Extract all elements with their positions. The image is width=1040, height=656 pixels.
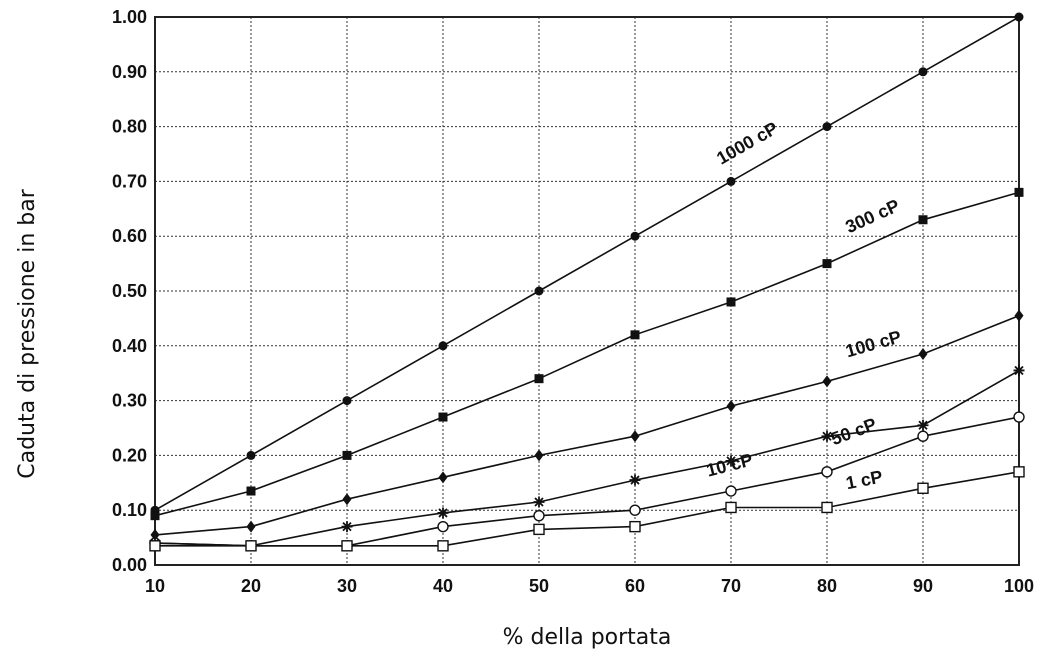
x-tick-label: 40 xyxy=(433,576,453,596)
data-point-1000-cp xyxy=(630,231,640,241)
y-tick-label: 0.90 xyxy=(112,62,147,82)
data-point-10-cp xyxy=(725,455,737,467)
data-point-100-cp xyxy=(1014,309,1024,322)
series-label-10-cp: 10 cP xyxy=(704,450,755,481)
data-point-10-cp xyxy=(629,474,641,486)
data-point-1000-cp xyxy=(918,67,928,77)
data-point-1-cp xyxy=(725,501,737,514)
data-point-1-cp xyxy=(821,501,833,514)
y-axis-label: Caduta di pressione in bar xyxy=(15,188,40,478)
x-tick-label: 10 xyxy=(145,576,165,596)
x-tick-label: 60 xyxy=(625,576,645,596)
series-line-100-cp xyxy=(154,314,1020,536)
data-point-1000-cp xyxy=(438,341,448,351)
x-axis-ticks: 10 20 30 40 50 60 70 80 90 100 xyxy=(145,576,1034,596)
series-50-cp xyxy=(149,411,1025,552)
series-label-100-cp: 100 cP xyxy=(843,327,903,362)
y-axis-ticks: 0.00 0.10 0.20 0.30 0.40 0.50 0.60 0.70 0.80 0.90… xyxy=(112,7,147,575)
series-label-1000-cp: 1000 cP xyxy=(713,118,781,169)
y-tick-label: 0.00 xyxy=(112,555,147,575)
y-tick-label: 0.60 xyxy=(112,226,147,246)
data-point-1000-cp xyxy=(822,122,832,132)
series-label-300-cp: 300 cP xyxy=(842,195,902,237)
series-10-cp xyxy=(149,364,1025,552)
x-axis-label: % della portata xyxy=(503,625,672,650)
y-tick-label: 0.20 xyxy=(112,445,147,465)
data-point-1000-cp xyxy=(534,286,544,296)
data-point-1-cp xyxy=(533,523,545,536)
x-tick-label: 30 xyxy=(337,576,357,596)
y-tick-label: 0.70 xyxy=(112,171,147,191)
data-point-50-cp xyxy=(437,520,449,533)
x-tick-label: 20 xyxy=(241,576,261,596)
data-point-1000-cp xyxy=(342,396,352,406)
x-tick-label: 70 xyxy=(721,576,741,596)
data-point-10-cp xyxy=(1013,364,1025,376)
data-point-300-cp xyxy=(534,374,544,384)
data-point-100-cp xyxy=(822,375,832,388)
data-point-1000-cp xyxy=(726,176,736,186)
series-line-10-cp xyxy=(154,369,1020,547)
data-point-100-cp xyxy=(342,493,352,506)
data-point-300-cp xyxy=(918,215,928,225)
plot-frame xyxy=(154,16,1020,566)
data-point-100-cp xyxy=(630,430,640,443)
data-point-300-cp xyxy=(438,412,448,422)
data-point-1-cp xyxy=(629,520,641,533)
data-point-10-cp xyxy=(821,430,833,442)
series-line-1000-cp xyxy=(154,16,1020,511)
data-point-1-cp xyxy=(437,540,449,552)
data-point-10-cp xyxy=(437,507,449,519)
x-tick-label: 90 xyxy=(913,576,933,596)
y-tick-label: 0.50 xyxy=(112,281,147,301)
data-point-50-cp xyxy=(533,509,545,522)
series-1-cp xyxy=(149,466,1025,552)
y-tick-label: 1.00 xyxy=(112,7,147,27)
data-point-300-cp xyxy=(822,259,832,269)
y-tick-label: 0.10 xyxy=(112,500,147,520)
data-point-100-cp xyxy=(918,348,928,361)
data-point-1-cp xyxy=(341,540,353,552)
data-point-50-cp xyxy=(821,466,833,478)
data-point-1-cp xyxy=(917,482,929,494)
data-point-1-cp xyxy=(1013,466,1025,478)
series-1000-cp xyxy=(150,12,1024,515)
data-point-1000-cp xyxy=(246,450,256,460)
data-point-1-cp xyxy=(245,540,257,552)
data-point-10-cp xyxy=(917,419,929,431)
data-point-1-cp xyxy=(149,540,161,552)
series-300-cp xyxy=(150,187,1024,521)
series-line-1-cp xyxy=(155,471,1020,547)
series-label-1-cp: 1 cP xyxy=(844,466,884,493)
x-tick-label: 50 xyxy=(529,576,549,596)
data-point-100-cp xyxy=(438,471,448,484)
data-point-300-cp xyxy=(342,450,352,460)
y-tick-label: 0.80 xyxy=(112,117,147,137)
y-tick-label: 0.30 xyxy=(112,391,147,411)
series-line-300-cp xyxy=(154,191,1020,517)
x-tick-label: 80 xyxy=(817,576,837,596)
data-point-50-cp xyxy=(725,485,737,497)
data-point-10-cp xyxy=(533,496,545,508)
series-label-50-cp: 50 cP xyxy=(828,414,879,449)
data-point-50-cp xyxy=(1013,411,1025,423)
grid xyxy=(154,16,1020,566)
data-point-100-cp xyxy=(726,400,736,413)
data-point-300-cp xyxy=(1014,187,1024,197)
data-point-50-cp xyxy=(917,430,929,442)
series xyxy=(149,12,1025,552)
y-tick-label: 0.40 xyxy=(112,336,147,356)
data-point-10-cp xyxy=(341,521,353,533)
data-point-100-cp xyxy=(534,449,544,462)
data-point-300-cp xyxy=(246,486,256,496)
data-point-300-cp xyxy=(150,511,160,521)
data-point-100-cp xyxy=(246,520,256,533)
data-point-300-cp xyxy=(726,297,736,307)
data-point-300-cp xyxy=(630,330,640,340)
data-point-50-cp xyxy=(629,504,641,516)
data-point-1000-cp xyxy=(1014,12,1024,22)
x-tick-label: 100 xyxy=(1004,576,1034,596)
